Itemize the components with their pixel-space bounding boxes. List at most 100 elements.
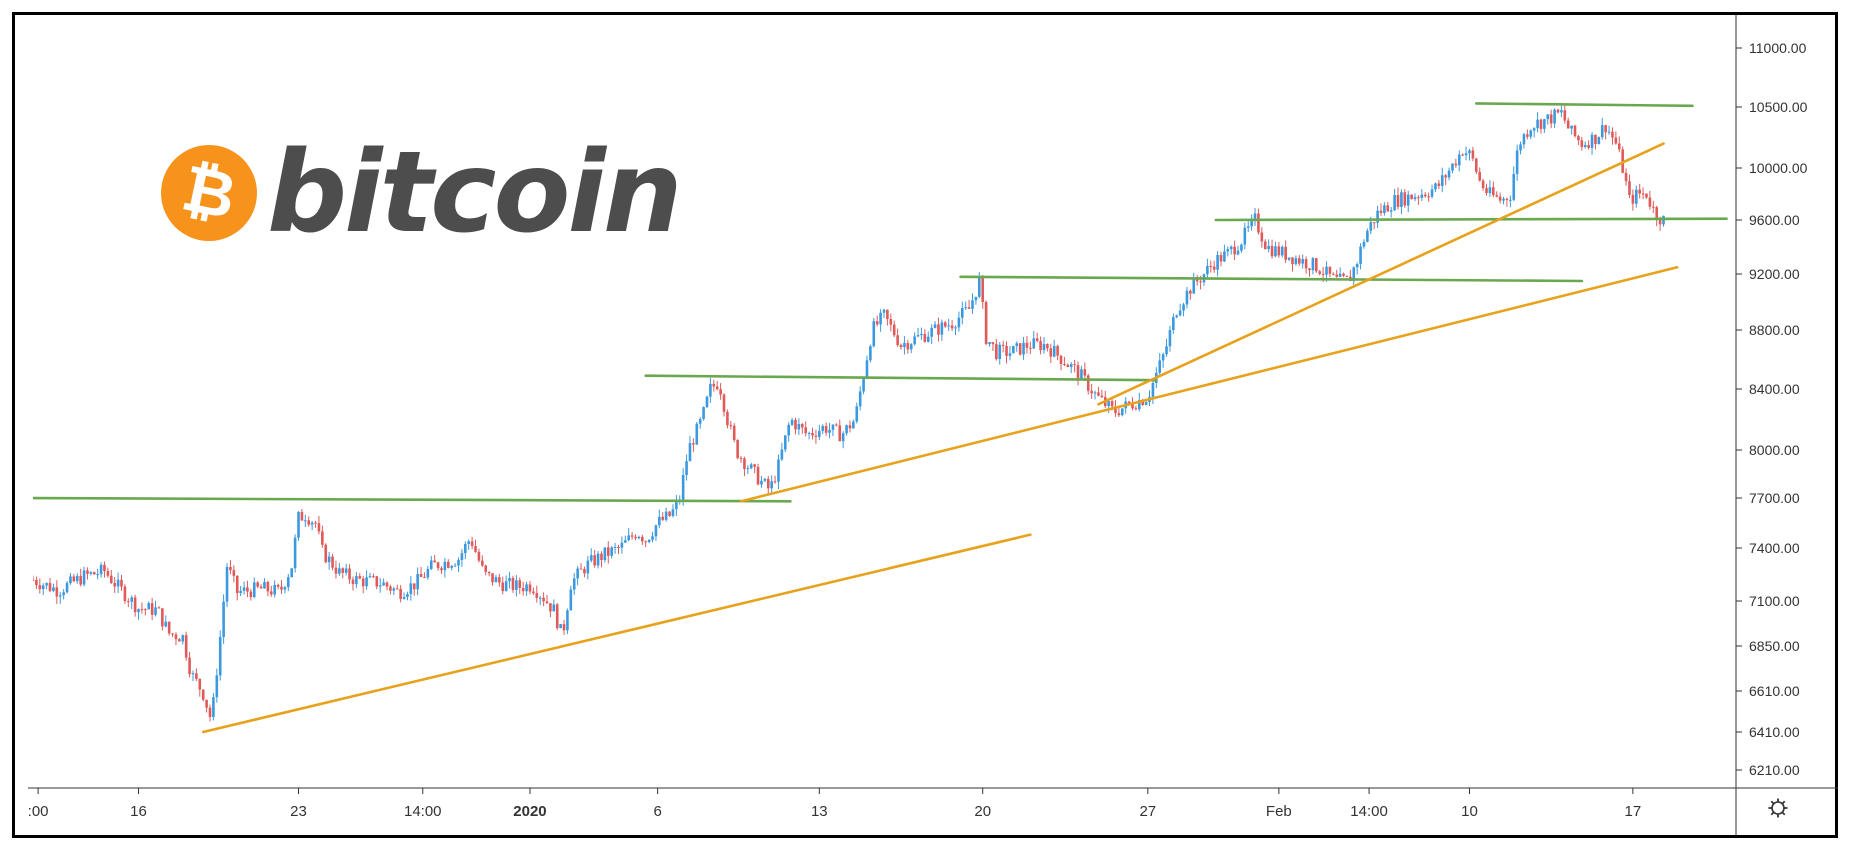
- trendline[interactable]: [1097, 142, 1665, 406]
- candle-body: [1158, 360, 1162, 373]
- candle-body: [181, 635, 185, 642]
- candle-body: [889, 319, 893, 325]
- gear-tooth: [1770, 811, 1775, 816]
- candle-body: [770, 481, 773, 489]
- candle-body: [971, 300, 974, 309]
- candle-body: [440, 568, 443, 571]
- candle-body: [872, 321, 876, 347]
- candle-body: [831, 424, 835, 430]
- candle-body: [436, 562, 440, 569]
- candle-body: [82, 570, 86, 585]
- candle-body: [191, 673, 195, 675]
- candle-body: [1284, 246, 1287, 260]
- candle-body: [1604, 125, 1607, 133]
- price-tick-label: 6410.00: [1749, 724, 1800, 740]
- support-resistance-line[interactable]: [1214, 217, 1728, 222]
- candle-body: [1526, 134, 1529, 137]
- axis-corner[interactable]: [1768, 798, 1788, 818]
- candle-body: [671, 509, 675, 516]
- candle-body: [256, 582, 259, 587]
- candle-body: [222, 601, 225, 638]
- candle-body: [756, 466, 760, 485]
- candle-body: [38, 585, 42, 590]
- candle-body: [903, 343, 906, 348]
- price-tick-label: 9200.00: [1749, 266, 1800, 282]
- candle-body: [763, 478, 767, 481]
- candle-body: [1192, 277, 1196, 294]
- candle-body: [1502, 198, 1505, 201]
- candle-body: [1257, 213, 1260, 233]
- time-axis[interactable]: :00 16 23 14:00 2020 6 13 20 27 Feb 14:00 10 17: [28, 787, 1838, 820]
- candle-body: [494, 577, 498, 583]
- candle-body: [1120, 408, 1124, 416]
- candle-body: [1617, 143, 1621, 150]
- price-axis[interactable]: 6210.00 6410.00 6610.00 6850.00 7100.00 7400.…: [1735, 15, 1808, 835]
- candle-body: [171, 633, 174, 635]
- candle-body: [89, 572, 93, 574]
- candle-body: [321, 531, 324, 545]
- candle-body: [583, 569, 586, 574]
- candle-body: [457, 559, 460, 566]
- trendline[interactable]: [201, 533, 1032, 734]
- candle-body: [382, 582, 385, 586]
- candle-body: [307, 520, 311, 525]
- candle-body: [838, 425, 842, 442]
- candle-body: [395, 588, 399, 590]
- price-tick-label: 6610.00: [1749, 683, 1800, 699]
- candle-body: [930, 327, 933, 337]
- candle-body: [1529, 130, 1533, 137]
- candle-body: [52, 587, 55, 591]
- candle-body: [198, 678, 202, 690]
- candle-body: [995, 344, 998, 360]
- candle-body: [348, 568, 351, 580]
- support-resistance-line[interactable]: [24, 496, 792, 503]
- candle-body: [1607, 131, 1611, 133]
- candle-body: [423, 576, 426, 578]
- candle-body: [426, 568, 430, 578]
- candle-body: [1141, 400, 1144, 405]
- candle-body: [685, 461, 688, 476]
- candle-body: [729, 425, 733, 427]
- trendline[interactable]: [739, 265, 1679, 503]
- plot-area[interactable]: [32, 103, 1665, 722]
- time-tick-label: 20: [974, 803, 991, 820]
- candle-body: [297, 511, 300, 538]
- candle-body: [1025, 342, 1029, 348]
- candle-body: [848, 425, 852, 429]
- candle-body: [1182, 304, 1185, 311]
- candle-body: [65, 583, 69, 593]
- support-resistance-line[interactable]: [959, 275, 1584, 283]
- candle-body: [1628, 181, 1631, 195]
- candle-body: [1042, 344, 1046, 351]
- candle-body: [365, 577, 368, 587]
- candle-body: [984, 302, 988, 345]
- candle-body: [593, 555, 596, 566]
- time-tick-label: 27: [1139, 803, 1156, 820]
- gear-icon[interactable]: [1768, 798, 1788, 818]
- candle-body: [1478, 171, 1481, 181]
- candle-body: [45, 583, 48, 586]
- candle-body: [300, 511, 304, 521]
- candle-body: [865, 360, 869, 379]
- candle-body: [1175, 315, 1179, 318]
- candle-body: [923, 333, 927, 342]
- candle-body: [862, 378, 865, 392]
- support-resistance-line[interactable]: [644, 374, 1158, 382]
- drawn-lines[interactable]: [24, 102, 1728, 734]
- candle-body: [787, 424, 790, 436]
- candle-body: [818, 430, 821, 437]
- candle-body: [1015, 343, 1019, 347]
- candle-body: [896, 335, 899, 346]
- candle-body: [1039, 341, 1042, 351]
- candle-body: [1018, 343, 1022, 355]
- candle-body: [606, 547, 610, 556]
- candle-body: [909, 344, 913, 350]
- candle-body: [1451, 163, 1454, 171]
- candle-body: [1362, 241, 1366, 247]
- candle-body: [1267, 246, 1270, 250]
- candle-body: [1386, 205, 1390, 212]
- candle-body: [1114, 406, 1117, 414]
- support-resistance-line[interactable]: [1474, 102, 1694, 108]
- candle-body: [1008, 353, 1012, 356]
